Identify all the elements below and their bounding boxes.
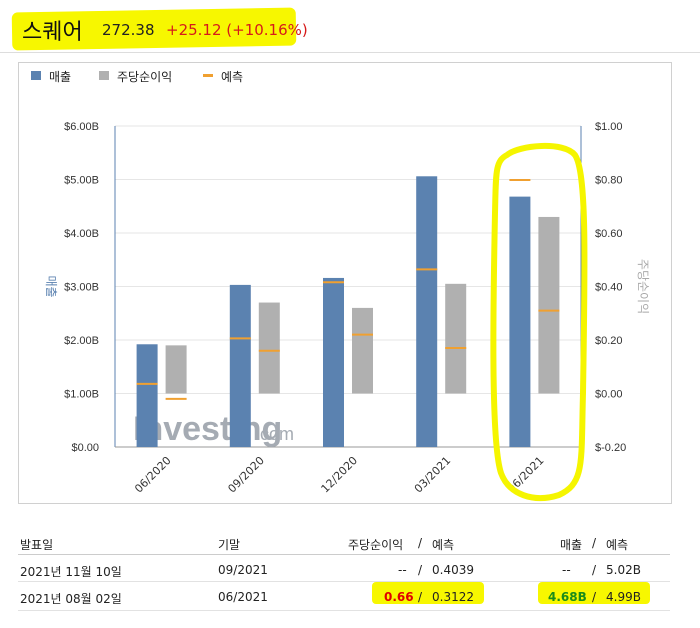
revenue-bar xyxy=(229,284,251,447)
stock-title: 스퀘어 xyxy=(22,20,83,45)
left-tick-label: $5.00B xyxy=(64,175,99,187)
legend-label-forecast: 예측 xyxy=(221,70,244,84)
row-period: 09/2021 xyxy=(218,563,268,577)
row-revenue-forecast: 5.02B xyxy=(606,563,641,577)
table-row: 2021년 11월 10일 09/2021 -- / 0.4039 -- / 5… xyxy=(18,557,670,583)
row-eps-slash: / xyxy=(418,590,423,604)
x-tick-label: 06/2020 xyxy=(132,454,174,496)
watermark-brand: Investing xyxy=(133,410,282,448)
left-tick-label: $4.00B xyxy=(64,228,99,240)
row-revenue-forecast: 4.99B xyxy=(606,590,641,604)
left-tick-label: $3.00B xyxy=(64,282,99,294)
row-eps-slash: / xyxy=(418,563,423,577)
right-tick-label: $1.00 xyxy=(595,121,623,133)
left-tick-label: $6.00B xyxy=(64,121,99,133)
x-tick-label: 09/2020 xyxy=(225,454,267,496)
highlight-circle xyxy=(490,142,588,501)
earnings-chart: $0.00 $1.00B $2.00B $3.00B $4.00B $5.00B $6.00… xyxy=(44,121,650,501)
eps-bar xyxy=(538,216,560,394)
right-tick-label: $-0.20 xyxy=(595,442,626,454)
right-tick-label: $0.40 xyxy=(595,282,623,294)
row-eps-forecast: 0.3122 xyxy=(432,590,474,604)
header-revenue: 매출 xyxy=(560,538,583,552)
right-tick-label: $0.20 xyxy=(595,335,623,347)
legend-swatch-eps xyxy=(99,71,109,80)
left-tick-label: $0.00 xyxy=(71,442,99,454)
row-date: 2021년 11월 10일 xyxy=(20,565,122,579)
header-eps: 주당순이익 xyxy=(348,538,404,552)
revenue-bar xyxy=(509,196,531,447)
left-tick-label: $2.00B xyxy=(64,335,99,347)
legend-swatch-revenue xyxy=(31,71,41,80)
row-eps: -- xyxy=(398,563,407,577)
revenue-bar xyxy=(136,344,158,447)
eps-bar xyxy=(258,302,280,394)
row-revenue-slash: / xyxy=(592,590,597,604)
revenue-bar xyxy=(323,277,344,447)
revenue-highlight xyxy=(538,582,650,604)
row-eps: 0.66 xyxy=(384,590,414,604)
left-tick-label: $1.00B xyxy=(64,389,99,401)
eps-bar xyxy=(445,283,467,394)
header-date: 발표일 xyxy=(20,538,54,552)
right-tick-label: $0.60 xyxy=(595,228,623,240)
stock-price: 272.38 xyxy=(102,21,155,39)
eps-highlight xyxy=(372,582,484,604)
right-axis-title: 주당순이익 xyxy=(636,259,650,314)
legend-label-revenue: 매출 xyxy=(49,70,72,84)
right-tick-label: $0.00 xyxy=(595,389,623,401)
table-header-row: 발표일 기말 주당순이익 / 예측 매출 / 예측 xyxy=(18,530,670,556)
eps-bar xyxy=(165,345,187,394)
revenue-bar xyxy=(416,176,438,447)
table-row: 2021년 08월 02일 06/2021 0.66 / 0.3122 4.68… xyxy=(18,584,670,610)
header-revenue-slash: / xyxy=(592,536,597,550)
row-period: 06/2021 xyxy=(218,590,268,604)
price-change: +25.12 (+10.16%) xyxy=(166,21,308,39)
table-divider xyxy=(18,554,670,555)
row-date: 2021년 08월 02일 xyxy=(20,592,122,606)
x-tick-label: 03/2021 xyxy=(412,454,454,496)
row-revenue: 4.68B xyxy=(548,590,587,604)
legend-label-eps: 주당순이익 xyxy=(117,70,173,84)
table-divider xyxy=(18,610,670,611)
legend-swatch-forecast xyxy=(203,74,213,77)
header-divider xyxy=(0,52,700,53)
x-tick-label: 12/2020 xyxy=(319,454,361,496)
header-eps-slash: / xyxy=(418,536,423,550)
eps-bar xyxy=(352,307,373,394)
right-tick-label: $0.80 xyxy=(595,175,623,187)
header: 스퀘어 272.38 +25.12 (+10.16%) xyxy=(0,0,700,52)
row-eps-forecast: 0.4039 xyxy=(432,563,474,577)
left-axis-title: 매출 xyxy=(44,275,58,297)
header-period: 기말 xyxy=(218,538,241,552)
header-revenue-forecast: 예측 xyxy=(606,538,629,552)
watermark-suffix: .com xyxy=(255,424,294,444)
row-revenue: -- xyxy=(562,563,571,577)
chart-container: 매출 주당순이익 예측 $0.00 $1.00B $2.00B $3.00B $4.00… xyxy=(18,62,672,504)
header-eps-forecast: 예측 xyxy=(432,538,455,552)
table-divider xyxy=(18,581,670,582)
row-revenue-slash: / xyxy=(592,563,597,577)
